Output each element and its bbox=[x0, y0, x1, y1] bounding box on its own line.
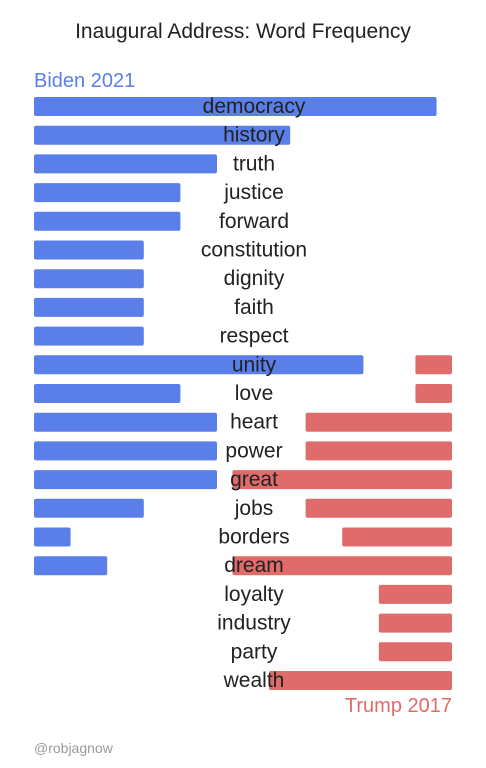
word-label-dignity: dignity bbox=[224, 267, 285, 290]
bar-biden-constitution bbox=[34, 240, 144, 260]
bar-trump-love bbox=[415, 384, 452, 403]
bar-trump-wealth bbox=[269, 671, 452, 690]
word-label-justice: justice bbox=[223, 181, 284, 204]
trump-series-label: Trump 2017 bbox=[344, 695, 452, 717]
word-label-history: history bbox=[223, 124, 285, 147]
word-label-faith: faith bbox=[234, 296, 274, 319]
word-label-power: power bbox=[225, 439, 282, 462]
word-label-industry: industry bbox=[217, 612, 291, 635]
bar-biden-dignity bbox=[34, 269, 144, 289]
word-label-respect: respect bbox=[220, 325, 289, 348]
bar-biden-great bbox=[34, 470, 217, 490]
bar-biden-democracy bbox=[34, 97, 437, 116]
bar-trump-dream bbox=[232, 556, 452, 576]
word-label-constitution: constitution bbox=[201, 239, 307, 262]
chart-title: Inaugural Address: Word Frequency bbox=[75, 20, 411, 43]
bar-trump-power bbox=[305, 441, 452, 461]
word-label-party: party bbox=[231, 640, 278, 663]
bar-biden-unity bbox=[34, 355, 364, 375]
biden-series-label: Biden 2021 bbox=[34, 70, 136, 92]
bar-biden-forward bbox=[34, 211, 181, 231]
bar-trump-borders bbox=[342, 527, 452, 547]
bar-biden-justice bbox=[34, 183, 181, 203]
bar-biden-history bbox=[34, 125, 291, 145]
word-label-great: great bbox=[230, 468, 278, 491]
bar-biden-love bbox=[34, 384, 181, 403]
word-label-forward: forward bbox=[219, 210, 289, 233]
bar-trump-loyalty bbox=[378, 584, 452, 604]
bar-trump-jobs bbox=[305, 498, 452, 518]
author-credit: @robjagnow bbox=[34, 740, 113, 756]
bar-biden-respect bbox=[34, 326, 144, 346]
word-label-jobs: jobs bbox=[234, 497, 274, 520]
word-label-truth: truth bbox=[233, 152, 275, 175]
bar-biden-power bbox=[34, 441, 217, 461]
bar-trump-party bbox=[378, 642, 452, 662]
word-label-loyalty: loyalty bbox=[224, 583, 284, 606]
word-label-democracy: democracy bbox=[203, 95, 306, 118]
bar-biden-dream bbox=[34, 556, 108, 576]
bar-biden-faith bbox=[34, 297, 144, 317]
word-label-love: love bbox=[235, 382, 274, 405]
bar-biden-heart bbox=[34, 412, 217, 432]
bar-trump-unity bbox=[415, 355, 452, 375]
word-label-unity: unity bbox=[232, 353, 277, 376]
bar-trump-great bbox=[232, 470, 452, 490]
bar-trump-industry bbox=[378, 613, 452, 633]
word-label-heart: heart bbox=[230, 411, 278, 434]
bar-biden-borders bbox=[34, 527, 71, 547]
word-label-wealth: wealth bbox=[223, 669, 285, 692]
bar-biden-truth bbox=[34, 154, 217, 174]
bar-biden-jobs bbox=[34, 498, 144, 518]
bar-trump-heart bbox=[305, 412, 452, 432]
word-label-dream: dream bbox=[224, 554, 284, 577]
word-label-borders: borders bbox=[218, 526, 289, 549]
